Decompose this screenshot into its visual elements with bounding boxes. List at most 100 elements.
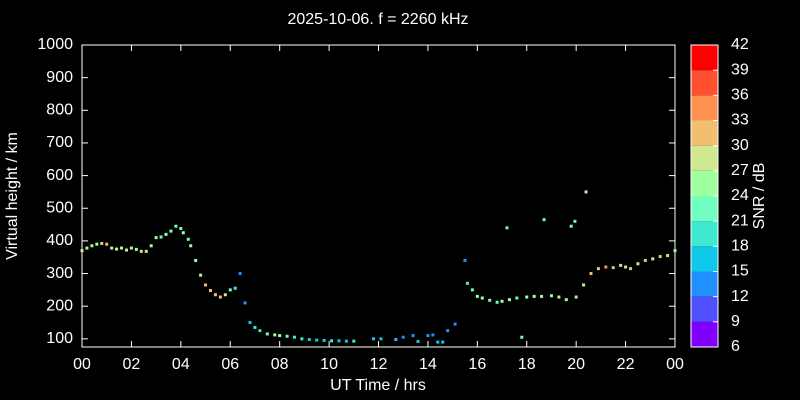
colorbar-segment <box>691 246 718 272</box>
data-point <box>495 300 499 304</box>
data-point <box>636 262 640 266</box>
data-point <box>507 298 511 302</box>
data-point <box>673 249 677 253</box>
data-point <box>658 255 662 259</box>
data-point <box>233 286 237 290</box>
colorbar-tick-label: 30 <box>731 137 749 154</box>
data-point <box>624 265 628 269</box>
data-point <box>273 333 277 337</box>
data-point <box>248 321 252 325</box>
x-tick-label: 02 <box>123 356 141 373</box>
data-point <box>124 248 128 252</box>
x-axis-label: UT Time / hrs <box>330 377 426 394</box>
data-point <box>480 296 484 300</box>
data-point <box>253 325 257 329</box>
x-tick-label: 22 <box>617 356 635 373</box>
colorbar-segment <box>691 170 718 196</box>
data-point <box>589 272 593 276</box>
data-point <box>611 266 615 270</box>
data-point <box>194 258 198 262</box>
data-point <box>470 288 474 292</box>
y-tick-label: 300 <box>46 265 73 282</box>
x-tick-label: 06 <box>221 356 239 373</box>
y-tick-label: 900 <box>46 69 73 86</box>
data-point <box>520 335 524 339</box>
colorbar-tick-label: 6 <box>731 338 740 355</box>
data-point <box>488 298 492 302</box>
data-point <box>223 293 227 297</box>
data-point <box>643 258 647 262</box>
colorbar-segment <box>691 70 718 96</box>
data-point <box>159 235 163 239</box>
data-point <box>134 247 138 251</box>
data-point <box>95 242 99 246</box>
data-point <box>129 246 133 250</box>
data-point <box>436 340 440 344</box>
data-point <box>90 244 94 248</box>
x-tick-label: 12 <box>370 356 388 373</box>
data-point <box>105 242 109 246</box>
data-point <box>411 334 415 338</box>
data-point <box>110 246 114 250</box>
colorbar-segment <box>691 196 718 222</box>
data-point <box>542 218 546 222</box>
y-tick-label: 400 <box>46 232 73 249</box>
data-point <box>569 224 573 228</box>
data-point <box>100 242 104 246</box>
colorbar-label: SNR / dB <box>751 163 768 230</box>
data-point <box>238 272 242 276</box>
colorbar-tick-label: 21 <box>731 212 749 229</box>
data-point <box>337 339 341 343</box>
data-point <box>330 339 334 343</box>
colorbar-segment <box>691 321 718 347</box>
data-point <box>549 294 553 298</box>
chart-title: 2025-10-06. f = 2260 kHz <box>287 11 468 28</box>
data-point <box>213 293 217 297</box>
data-point <box>574 295 578 299</box>
data-point <box>352 339 356 343</box>
y-tick-label: 500 <box>46 199 73 216</box>
data-point <box>278 334 282 338</box>
data-point <box>465 281 469 285</box>
data-point <box>120 246 124 250</box>
colorbar-tick-label: 36 <box>731 87 749 104</box>
y-tick-label: 600 <box>46 167 73 184</box>
colorbar-tick-label: 9 <box>731 313 740 330</box>
y-tick-label: 700 <box>46 134 73 151</box>
data-point <box>629 267 633 271</box>
y-tick-label: 800 <box>46 102 73 119</box>
data-point <box>532 294 536 298</box>
data-point <box>573 219 577 223</box>
data-point <box>204 283 208 287</box>
x-tick-label: 10 <box>320 356 338 373</box>
data-point <box>582 283 586 287</box>
colorbar-tick-label: 39 <box>731 61 749 78</box>
data-point <box>85 246 89 250</box>
x-tick-label: 20 <box>567 356 585 373</box>
data-point <box>394 337 398 341</box>
y-tick-label: 100 <box>46 330 73 347</box>
data-point <box>584 190 588 194</box>
data-point <box>372 337 376 341</box>
data-point <box>228 288 232 292</box>
colorbar-segment <box>691 95 718 121</box>
data-point <box>619 263 623 267</box>
data-point <box>505 226 509 230</box>
data-point <box>596 267 600 271</box>
colorbar-tick-label: 27 <box>731 162 749 179</box>
data-point <box>144 249 148 253</box>
data-point <box>525 295 529 299</box>
data-point <box>557 295 561 299</box>
x-tick-label: 00 <box>666 356 684 373</box>
data-point <box>463 258 467 262</box>
x-tick-label: 18 <box>518 356 536 373</box>
colorbar-tick-label: 18 <box>731 238 749 255</box>
data-point <box>322 338 326 342</box>
data-point <box>604 265 608 269</box>
x-tick-label: 14 <box>419 356 437 373</box>
data-point <box>446 329 450 333</box>
y-tick-label: 1000 <box>37 36 73 53</box>
data-point <box>344 339 348 343</box>
colorbar-segment <box>691 145 718 171</box>
